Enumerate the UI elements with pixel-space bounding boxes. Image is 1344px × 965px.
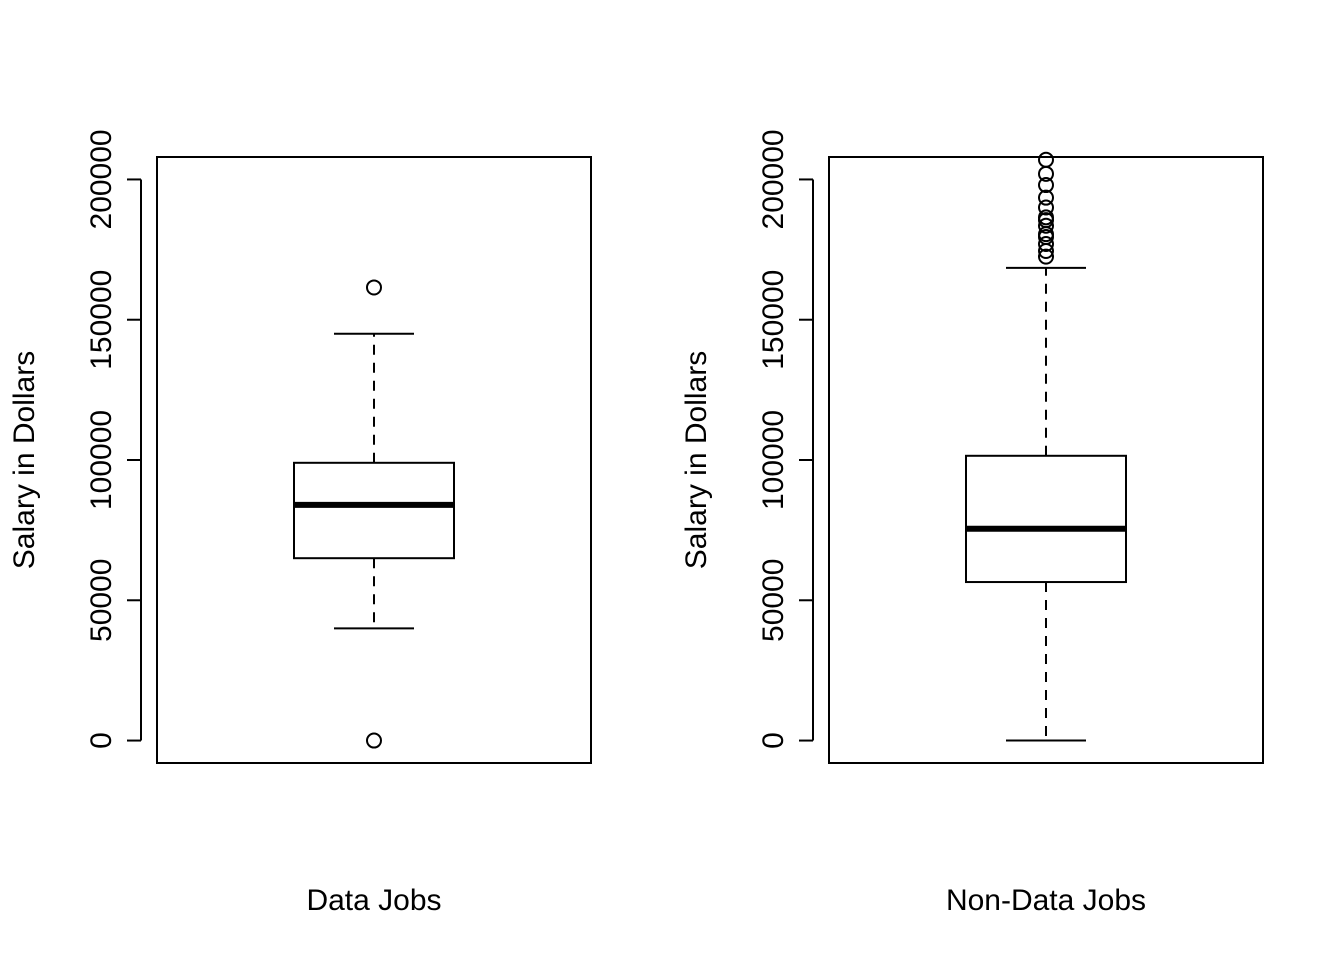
y-tick-label: 200000 (757, 129, 790, 229)
outlier-point (366, 732, 382, 749)
outlier-point (1038, 177, 1054, 194)
y-tick-label: 0 (757, 732, 790, 749)
outlier-point (1038, 209, 1054, 226)
box-marks (293, 279, 455, 749)
y-tick-label: 100000 (85, 410, 118, 510)
y-tick-label: 150000 (757, 270, 790, 370)
y-tick-label: 50000 (757, 559, 790, 642)
panel-data-jobs: 0 50000 100000 150000 200000 Salary in Dolla… (8, 129, 592, 917)
y-axis-label: Salary in Dollars (680, 351, 713, 569)
outlier-point (1038, 199, 1054, 216)
outlier-point (366, 279, 382, 296)
y-axis: 0 50000 100000 150000 200000 (757, 129, 814, 749)
x-axis-label: Non-Data Jobs (946, 884, 1146, 917)
y-axis: 0 50000 100000 150000 200000 (85, 129, 142, 749)
outlier-point (1038, 248, 1054, 265)
y-tick-label: 200000 (85, 129, 118, 229)
outlier-point (1038, 189, 1054, 206)
outlier-point (1038, 217, 1054, 234)
iqr-box (293, 461, 455, 560)
outlier-point (1038, 151, 1054, 168)
plot-frame (156, 156, 592, 764)
x-axis-label: Data Jobs (306, 884, 441, 917)
panel-non-data-jobs: 0 50000 100000 150000 200000 Salary in Dolla… (680, 129, 1264, 917)
iqr-box (965, 454, 1127, 584)
outlier-point (1038, 235, 1054, 252)
plot-frame (828, 156, 1264, 764)
y-tick-label: 50000 (85, 559, 118, 642)
y-tick-label: 0 (85, 732, 118, 749)
y-axis-label: Salary in Dollars (8, 351, 41, 569)
y-tick-label: 100000 (757, 410, 790, 510)
y-tick-label: 150000 (85, 270, 118, 370)
box-marks (965, 151, 1127, 742)
